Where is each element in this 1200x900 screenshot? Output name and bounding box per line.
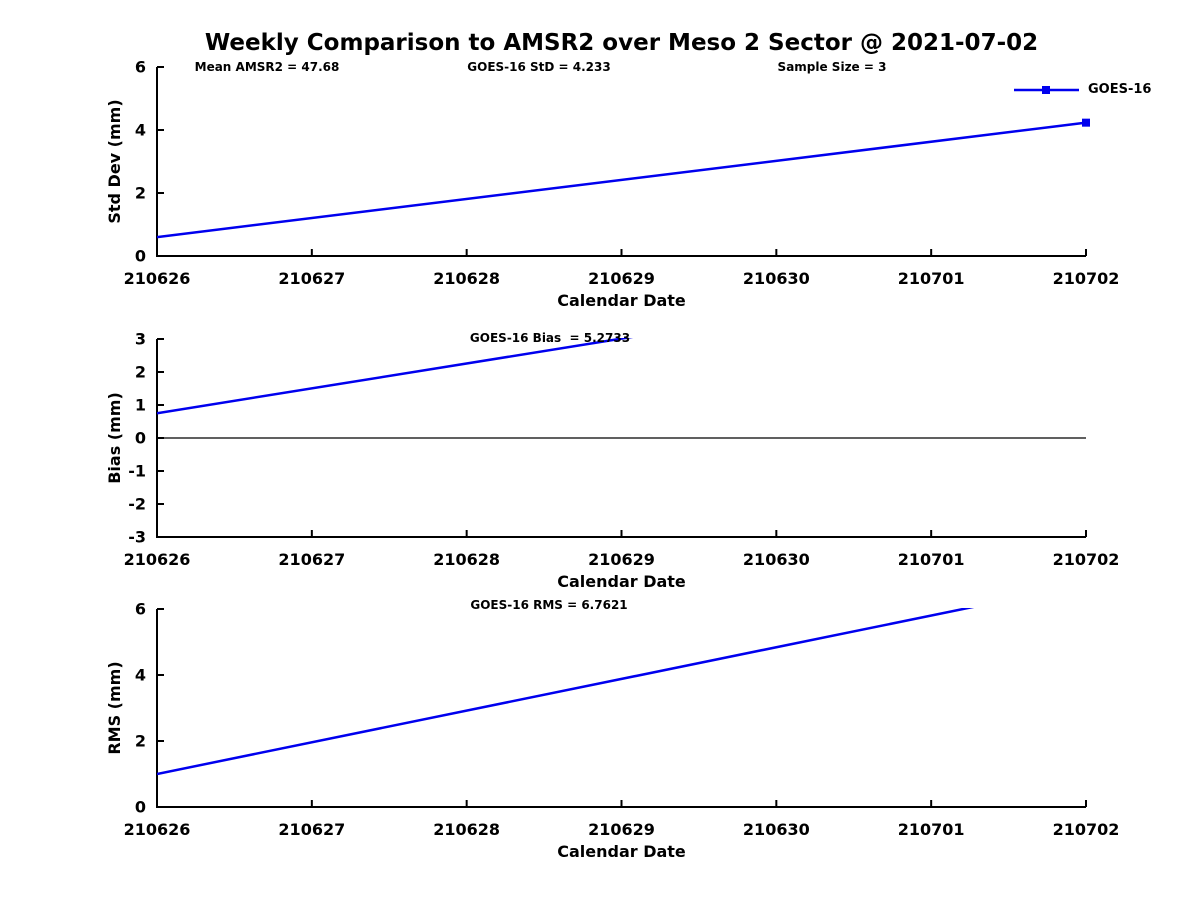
x-tick-label: 210702: [1053, 550, 1120, 569]
y-tick-label: 2: [135, 363, 146, 382]
y-tick-label: 2: [135, 732, 146, 751]
y-axis-label: Bias (mm): [105, 392, 124, 484]
x-tick-label: 210626: [124, 269, 191, 288]
annotation-goes16-bias: GOES-16 Bias = 5.2733: [469, 331, 631, 345]
y-tick-label: -2: [128, 495, 146, 514]
x-tick-label: 210627: [278, 820, 345, 839]
x-axis-label: Calendar Date: [557, 572, 686, 591]
annotation-goes16-rms: GOES-16 RMS = 6.7621: [470, 598, 628, 612]
series-line-GOES-16: [157, 121, 1087, 239]
y-tick-label: -1: [128, 462, 146, 481]
y-axis-label: Std Dev (mm): [105, 99, 124, 223]
x-tick-label: 210630: [743, 550, 810, 569]
x-tick-label: 210626: [124, 820, 191, 839]
y-tick-label: 0: [135, 429, 146, 448]
series-line-GOES-16: [157, 608, 975, 776]
panel-std-dev: 0 2 4 6 210626 210627 210628 210629 210630 210701…: [105, 58, 1119, 311]
y-tick-label: 0: [135, 798, 146, 817]
annotation-sample-size: Sample Size = 3: [777, 60, 887, 74]
x-tick-label: 210629: [588, 820, 655, 839]
x-tick-label: 210628: [433, 269, 500, 288]
x-tick-label: 210627: [278, 269, 345, 288]
y-tick-label: 2: [135, 184, 146, 203]
x-tick-label: 210701: [898, 820, 965, 839]
legend-marker-square: [1042, 85, 1050, 94]
x-tick-label: 210626: [124, 550, 191, 569]
series-line-GOES-16: [157, 338, 634, 415]
x-tick-label: 210702: [1053, 820, 1120, 839]
legend-label: GOES-16: [1088, 82, 1152, 97]
x-tick-label: 210629: [588, 550, 655, 569]
annotation-mean-amsr2: Mean AMSR2 = 47.68: [194, 60, 340, 74]
y-tick-label: 0: [135, 247, 146, 266]
x-tick-label: 210629: [588, 269, 655, 288]
panel-rms: 0 2 4 6 210626 210627 210628 210629 210630 210701…: [105, 600, 1120, 862]
x-tick-label: 210702: [1053, 269, 1120, 288]
legend: GOES-16: [1013, 82, 1151, 97]
y-tick-label: 4: [135, 666, 146, 685]
series-end-marker: [1082, 118, 1090, 127]
chart-title: Weekly Comparison to AMSR2 over Meso 2 S…: [204, 30, 1039, 56]
y-tick-label: 1: [135, 396, 146, 415]
x-tick-label: 210630: [743, 820, 810, 839]
legend-sample: [1014, 85, 1079, 94]
y-tick-label: 3: [135, 330, 146, 349]
x-tick-label: 210627: [278, 550, 345, 569]
y-axis-label: RMS (mm): [105, 661, 124, 754]
y-tick-label: -3: [128, 528, 146, 547]
x-tick-label: 210628: [433, 820, 500, 839]
x-axis-label: Calendar Date: [557, 842, 686, 861]
x-tick-label: 210630: [743, 269, 810, 288]
x-tick-label: 210628: [433, 550, 500, 569]
panel-bias: 3 2 1 0 -1 -2 -3 210626 210627 210628 210629 210630…: [105, 330, 1120, 592]
x-tick-label: 210701: [898, 550, 965, 569]
x-axis-label: Calendar Date: [557, 291, 686, 310]
annotation-goes16-std: GOES-16 StD = 4.233: [467, 60, 611, 74]
y-tick-label: 6: [135, 600, 146, 619]
y-tick-label: 6: [135, 58, 146, 77]
y-tick-label: 4: [135, 121, 146, 140]
x-tick-label: 210701: [898, 269, 965, 288]
